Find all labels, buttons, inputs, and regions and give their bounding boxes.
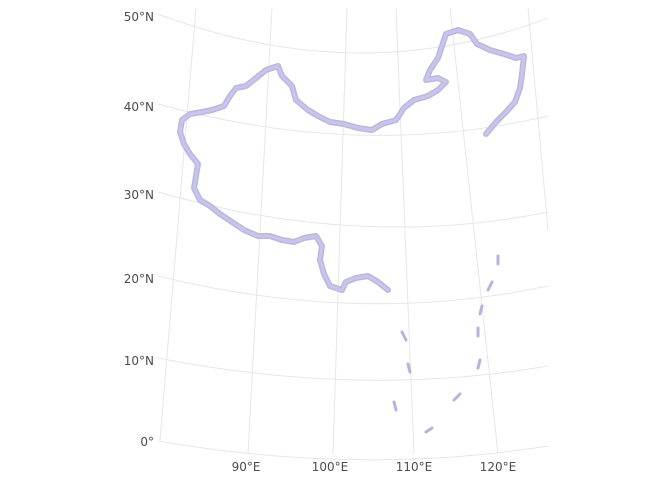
dash-segment-2 [486, 280, 494, 292]
latitude-gridline-20n [157, 275, 549, 305]
latitude-label-30n: 30°N [124, 188, 154, 202]
longitude-gridline-120e [449, 7, 499, 455]
latitude-gridlines [157, 13, 549, 461]
dash-segment-5 [476, 358, 482, 370]
longitude-labels: 90°E 100°E 110°E 120°E [232, 460, 517, 474]
dash-segment-3 [478, 304, 484, 316]
dash-segment-8 [392, 400, 398, 412]
latitude-gridline-10n [157, 357, 549, 381]
longitude-label-100e: 100°E [312, 460, 349, 474]
dash-segment-7 [424, 426, 434, 434]
dash-segment-10 [400, 330, 408, 342]
latitude-label-20n: 20°N [124, 272, 154, 286]
china-mainland-border-inner [178, 28, 526, 292]
latitude-gridline-50n [157, 13, 549, 54]
latitude-gridline-40n [157, 103, 549, 136]
latitude-label-40n: 40°N [124, 100, 154, 114]
longitude-gridline-100e [332, 7, 348, 455]
longitude-gridlines [159, 7, 549, 455]
longitude-label-110e: 110°E [396, 460, 433, 474]
nine-dash-line [392, 254, 500, 434]
dash-segment-6 [452, 392, 462, 402]
latitude-label-10n: 10°N [124, 354, 154, 368]
latitude-label-50n: 50°N [124, 10, 154, 24]
longitude-label-90e: 90°E [232, 460, 261, 474]
dash-segment-9 [406, 362, 412, 374]
china-mainland-border [177, 27, 527, 293]
longitude-gridline-110e [395, 7, 415, 455]
china-border [177, 27, 527, 293]
longitude-gridline-90e [247, 7, 273, 455]
longitude-gridline-80e [159, 7, 197, 441]
latitude-label-0: 0° [140, 435, 154, 449]
longitude-label-120e: 120°E [480, 460, 517, 474]
latitude-labels: 50°N 40°N 30°N 20°N 10°N 0° [124, 10, 154, 449]
longitude-gridline-130e [527, 7, 549, 231]
latitude-gridline-0 [157, 440, 549, 461]
